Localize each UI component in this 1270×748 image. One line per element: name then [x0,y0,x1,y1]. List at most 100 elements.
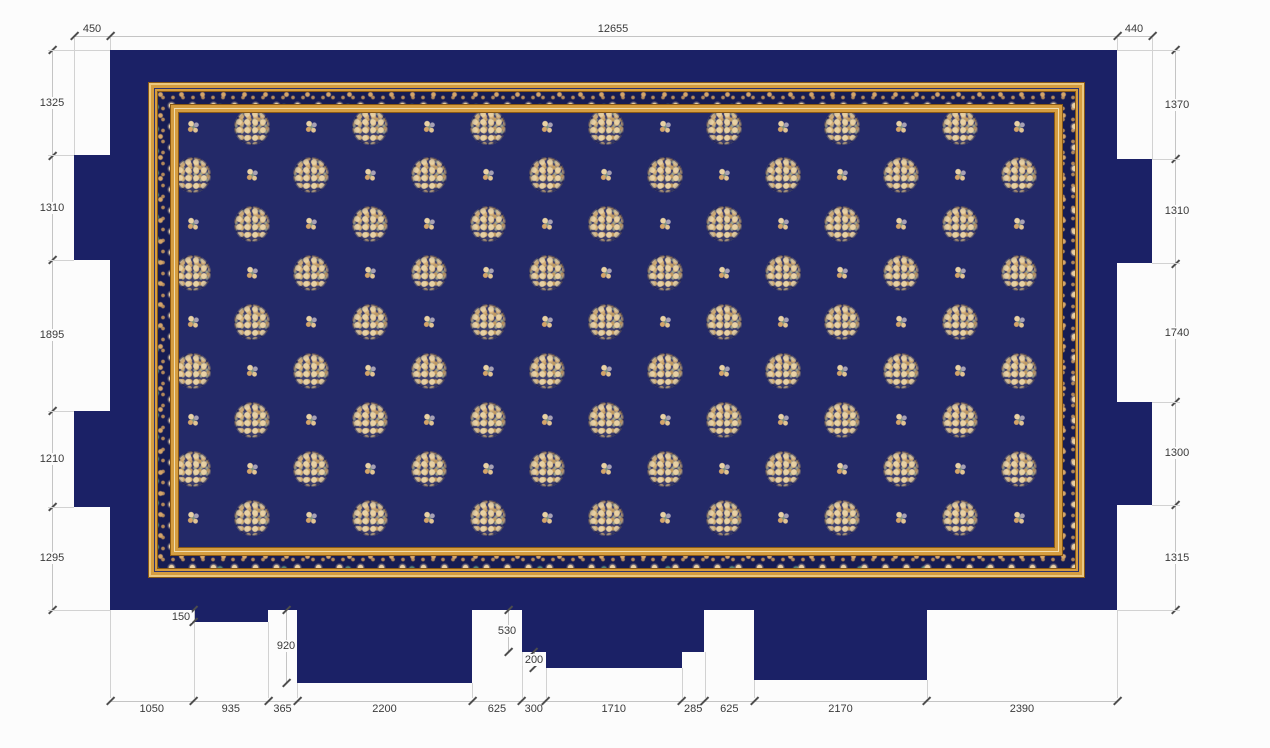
dimension-line [1117,610,1118,698]
sprig-motif [419,411,438,429]
sprig-motif [301,215,320,234]
sprig-motif [950,166,969,185]
sprig-motif [832,166,851,185]
sprig-motif [1009,508,1028,527]
medallion-motif [469,401,506,438]
sprig-motif [714,459,733,478]
dimension-line [48,610,110,611]
sprig-motif [714,362,733,380]
dimension-line [74,36,1152,37]
dimension-line [1117,50,1180,51]
medallion-motif [941,304,978,341]
sprig-motif [773,215,792,234]
dim-label: 440 [1122,23,1146,35]
sprig-motif [891,508,910,527]
sprig-motif [773,117,792,136]
medallion-motif [351,499,388,536]
sprig-motif [655,215,674,234]
dim-label: 1050 [139,703,165,715]
dimension-line [48,50,110,51]
dim-label: 1300 [1162,447,1192,460]
sprig-motif [301,508,320,527]
sprig-motif [360,264,379,283]
medallion-motif [646,255,683,292]
dim-label: 1710 [601,703,626,715]
medallion-motif [469,499,506,536]
sprig-motif [596,459,615,478]
dimension-line [1152,38,1153,159]
dimension-line [704,652,706,698]
medallion-motif [764,450,801,487]
medallion-motif [705,113,742,145]
dim-label: 920 [274,640,298,652]
sprig-motif [360,362,379,380]
medallion-motif [587,113,624,145]
medallion-motif [233,499,270,536]
medallion-motif [1000,353,1037,389]
medallion-motif [351,113,388,145]
sprig-motif [537,508,556,527]
dim-label: 1295 [37,552,67,565]
dim-label: 1895 [37,329,67,342]
medallion-motif [292,255,329,292]
sprig-motif [537,215,556,234]
sprig-motif [655,411,674,429]
medallion-motif [764,255,801,292]
medallion-motif [410,255,447,292]
medallion-motif [410,353,447,389]
sprig-motif [655,508,674,527]
sprig-motif [478,459,497,478]
medallion-motif [764,157,801,194]
dim-label: 200 [522,654,546,666]
sprig-motif [1009,215,1028,234]
dimension-line [754,680,756,698]
dim-label: 935 [221,703,240,715]
dimension-line [1152,159,1180,160]
sprig-motif [773,313,792,331]
medallion-motif [705,499,742,536]
sprig-motif [419,508,438,527]
medallion-motif [179,450,211,487]
sprig-motif [1009,117,1028,136]
medallion-motif [233,206,270,243]
sprig-motif [891,215,910,234]
medallion-motif [233,304,270,341]
sprig-motif [537,411,556,429]
sprig-motif [419,313,438,331]
sprig-motif [183,508,202,527]
medallion-motif [941,401,978,438]
medallion-motif [587,499,624,536]
dimension-line [48,259,74,261]
medallion-motif [179,255,211,292]
carpet-left-bump [74,155,111,260]
sprig-motif [596,362,615,380]
dim-label: 2200 [372,703,397,715]
dim-label: 530 [495,625,519,637]
dimension-line [110,38,111,50]
sprig-motif [714,166,733,185]
dim-label: 450 [80,23,104,35]
sprig-motif [478,362,497,380]
carpet-bottom-tab [681,609,705,653]
dimension-line [48,506,74,508]
dimension-line [681,668,683,698]
medallion-motif [528,255,565,292]
medallion-motif [646,157,683,194]
dim-label: 2170 [828,703,853,715]
carpet-bottom-tab [297,609,473,684]
dimension-line [1117,610,1180,611]
medallion-motif [351,206,388,243]
medallion-motif [764,353,801,389]
medallion-motif [351,401,388,438]
sprig-motif [773,508,792,527]
dimension-line [1152,505,1180,507]
dimension-line [268,622,269,698]
sprig-motif [537,313,556,331]
medallion-motif [410,157,447,194]
carpet-field [179,113,1054,547]
sprig-motif [891,411,910,429]
dimension-line [48,155,74,157]
dim-label: 1310 [1162,205,1192,218]
dim-label: 625 [487,703,507,715]
dim-label: 285 [683,703,703,715]
